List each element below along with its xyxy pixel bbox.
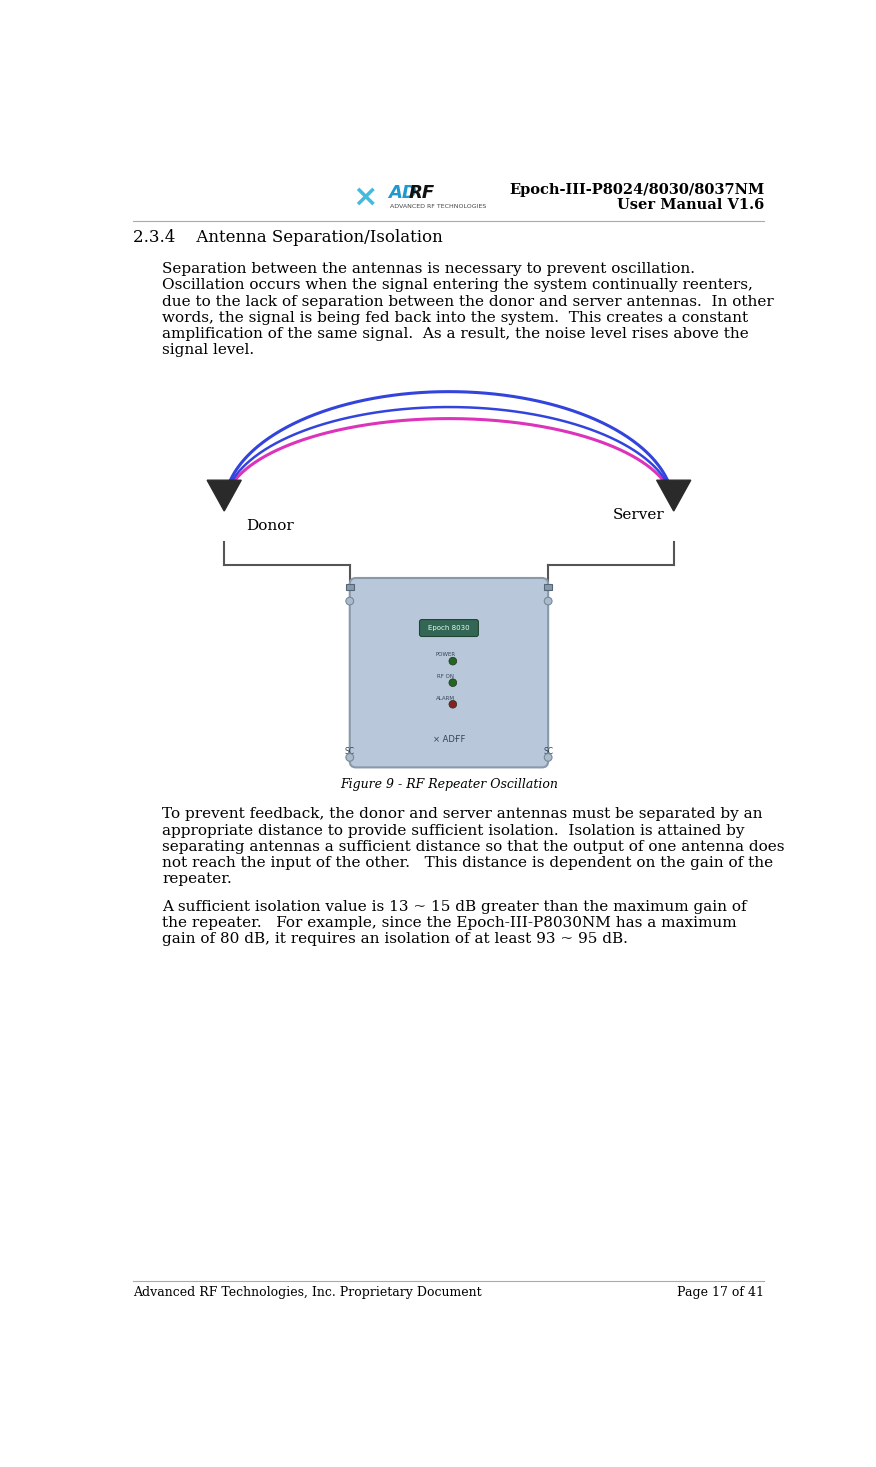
FancyBboxPatch shape [350, 578, 548, 767]
Circle shape [449, 679, 456, 687]
Circle shape [346, 754, 354, 761]
Text: due to the lack of separation between the donor and server antennas.  In other: due to the lack of separation between th… [162, 295, 774, 308]
Text: appropriate distance to provide sufficient isolation.  Isolation is attained by: appropriate distance to provide sufficie… [162, 823, 745, 838]
Text: RF: RF [408, 183, 434, 202]
Text: To prevent feedback, the donor and server antennas must be separated by an: To prevent feedback, the donor and serve… [162, 807, 763, 822]
FancyBboxPatch shape [420, 619, 478, 637]
Circle shape [449, 700, 456, 709]
Text: SC: SC [543, 748, 553, 757]
Text: ADVANCED RF TECHNOLOGIES: ADVANCED RF TECHNOLOGIES [390, 204, 486, 210]
Text: POWER: POWER [435, 653, 456, 657]
Bar [346, 584, 354, 590]
Text: Donor: Donor [246, 519, 293, 534]
Text: Epoch-III-P8024/8030/8037NM: Epoch-III-P8024/8030/8037NM [509, 183, 765, 197]
Text: Epoch 8030: Epoch 8030 [428, 625, 470, 631]
Text: not reach the input of the other.   This distance is dependent on the gain of th: not reach the input of the other. This d… [162, 855, 774, 870]
Text: the repeater.   For example, since the Epoch-III-P8030NM has a maximum: the repeater. For example, since the Epo… [162, 915, 737, 930]
Text: Server: Server [612, 508, 664, 522]
Text: × ADҒF: × ADҒF [433, 735, 465, 744]
Circle shape [544, 754, 552, 761]
Text: repeater.: repeater. [162, 871, 232, 886]
Text: A sufficient isolation value is 13 ~ 15 dB greater than the maximum gain of: A sufficient isolation value is 13 ~ 15 … [162, 899, 747, 914]
Text: Figure 9 - RF Repeater Oscillation: Figure 9 - RF Repeater Oscillation [340, 778, 558, 791]
Circle shape [449, 657, 456, 665]
Polygon shape [207, 480, 241, 511]
Text: SC: SC [345, 748, 355, 757]
Text: 2.3.4    Antenna Separation/Isolation: 2.3.4 Antenna Separation/Isolation [133, 229, 442, 246]
Text: Oscillation occurs when the signal entering the system continually reenters,: Oscillation occurs when the signal enter… [162, 279, 753, 292]
Text: Separation between the antennas is necessary to prevent oscillation.: Separation between the antennas is neces… [162, 263, 696, 276]
Text: ALARM: ALARM [435, 695, 455, 701]
Text: Page 17 of 41: Page 17 of 41 [677, 1287, 765, 1300]
Text: Advanced RF Technologies, Inc. Proprietary Document: Advanced RF Technologies, Inc. Proprieta… [133, 1287, 482, 1300]
Text: separating antennas a sufficient distance so that the output of one antenna does: separating antennas a sufficient distanc… [162, 839, 785, 854]
Bar [544, 584, 552, 590]
Text: amplification of the same signal.  As a result, the noise level rises above the: amplification of the same signal. As a r… [162, 327, 749, 340]
Text: gain of 80 dB, it requires an isolation of at least 93 ~ 95 dB.: gain of 80 dB, it requires an isolation … [162, 932, 628, 946]
Polygon shape [657, 480, 691, 511]
Text: words, the signal is being fed back into the system.  This creates a constant: words, the signal is being fed back into… [162, 311, 748, 324]
Text: AD: AD [388, 183, 417, 202]
Text: signal level.: signal level. [162, 343, 254, 356]
Text: ×: × [352, 183, 378, 213]
Circle shape [544, 597, 552, 604]
Text: RF ON: RF ON [436, 673, 454, 679]
Circle shape [346, 597, 354, 604]
Text: User Manual V1.6: User Manual V1.6 [617, 198, 765, 213]
